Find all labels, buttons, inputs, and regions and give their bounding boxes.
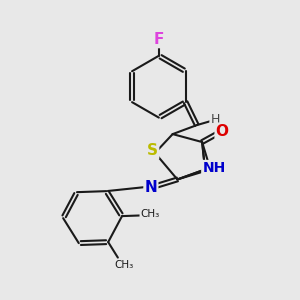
Text: CH₃: CH₃ — [140, 209, 159, 219]
Text: N: N — [145, 180, 157, 195]
Text: CH₃: CH₃ — [114, 260, 134, 270]
Text: F: F — [154, 32, 164, 47]
Text: NH: NH — [202, 161, 226, 175]
Text: O: O — [216, 124, 229, 139]
Text: S: S — [147, 143, 158, 158]
Text: H: H — [210, 113, 220, 126]
